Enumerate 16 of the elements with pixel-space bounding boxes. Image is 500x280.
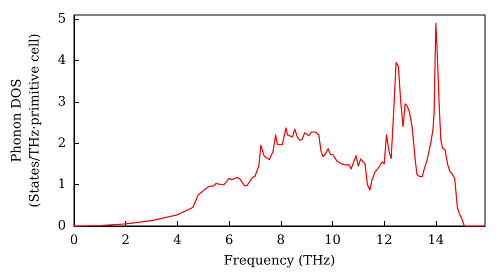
x-tick-label: 14 xyxy=(428,233,444,248)
x-tick-label: 2 xyxy=(122,233,130,248)
y-tick-label: 5 xyxy=(58,12,66,27)
y-tick-label: 2 xyxy=(58,136,66,151)
y-tick-label: 4 xyxy=(58,53,66,68)
x-tick-label: 6 xyxy=(224,233,234,248)
x-tick-label: 8 xyxy=(276,233,285,248)
x-axis-title: Frequency (THz) xyxy=(224,253,336,268)
x-tick-label: 10 xyxy=(324,233,341,248)
y-tick-label: 3 xyxy=(58,94,66,110)
x-tick-label: 0 xyxy=(70,233,78,248)
y-tick-label: 0 xyxy=(58,218,66,234)
x-tick-label: 4 xyxy=(173,233,182,248)
x-tick-label: 12 xyxy=(376,233,392,248)
y-axis-title: Phonon DOS (States/THz·primitive cell) xyxy=(10,33,42,208)
y-tick-label: 1 xyxy=(58,177,66,192)
